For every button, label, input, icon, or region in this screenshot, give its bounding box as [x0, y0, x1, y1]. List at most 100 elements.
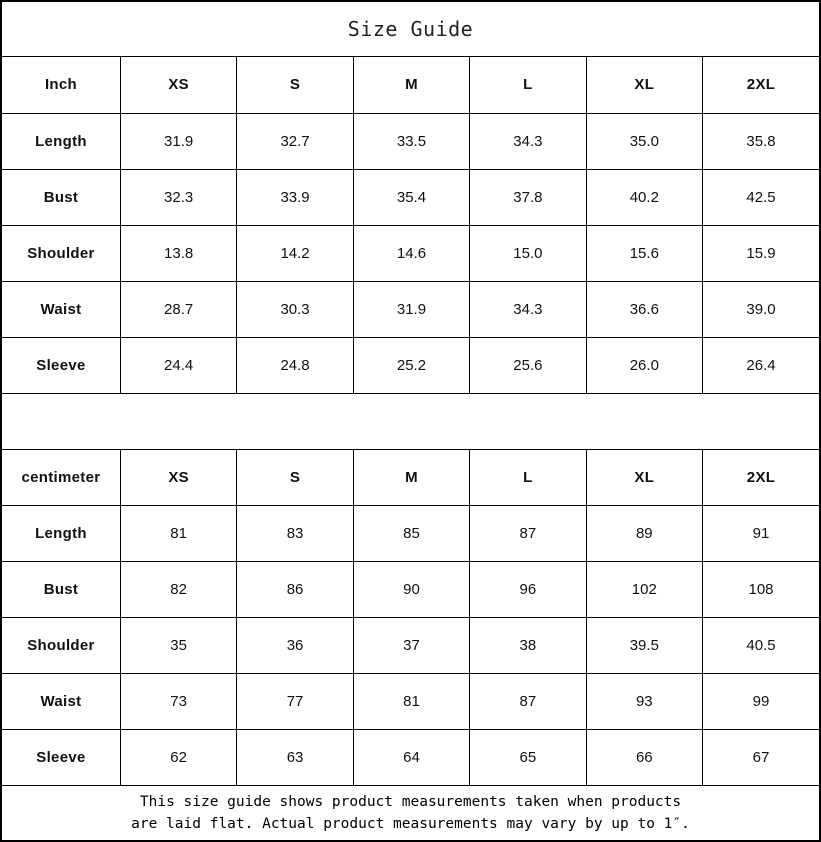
cm-sleeve-xs: 62 [120, 729, 238, 786]
cm-length-xs: 81 [120, 505, 238, 562]
size-guide-title-row: Size Guide [2, 2, 819, 57]
cm-row-label-length: Length [2, 505, 121, 562]
inch-length-xs: 31.9 [120, 113, 238, 170]
cm-length-2xl: 91 [702, 505, 819, 562]
cm-shoulder-l: 38 [469, 617, 587, 674]
inch-sleeve-xs: 24.4 [120, 337, 238, 394]
cm-sleeve-m: 64 [353, 729, 471, 786]
table-separator-row [2, 394, 819, 450]
cm-shoulder-m: 37 [353, 617, 471, 674]
cm-sleeve-xl: 66 [586, 729, 704, 786]
cm-bust-2xl: 108 [702, 561, 819, 618]
inch-row-label-sleeve: Sleeve [2, 337, 121, 394]
inch-length-2xl: 35.8 [702, 113, 819, 170]
cm-bust-xs: 82 [120, 561, 238, 618]
inch-table-header-row: Inch XS S M L XL 2XL [2, 57, 819, 114]
inch-bust-m: 35.4 [353, 169, 471, 226]
page-title: Size Guide [347, 17, 474, 41]
inch-shoulder-xs: 13.8 [120, 225, 238, 282]
inch-sleeve-s: 24.8 [236, 337, 354, 394]
table-row: Bust 32.3 33.9 35.4 37.8 40.2 42.5 [2, 169, 819, 226]
cm-shoulder-xl: 39.5 [586, 617, 704, 674]
inch-sleeve-xl: 26.0 [586, 337, 704, 394]
inch-length-s: 32.7 [236, 113, 354, 170]
table-row: Waist 73 77 81 87 93 99 [2, 673, 819, 730]
table-row: Shoulder 35 36 37 38 39.5 40.5 [2, 617, 819, 674]
cm-waist-l: 87 [469, 673, 587, 730]
inch-row-label-shoulder: Shoulder [2, 225, 121, 282]
cm-size-header-m: M [353, 449, 471, 506]
table-row: Waist 28.7 30.3 31.9 34.3 36.6 39.0 [2, 281, 819, 338]
centimeter-measurements-table: centimeter XS S M L XL 2XL Length 81 83 … [2, 449, 819, 786]
inch-bust-s: 33.9 [236, 169, 354, 226]
cm-length-xl: 89 [586, 505, 704, 562]
cm-waist-s: 77 [236, 673, 354, 730]
cm-size-header-l: L [469, 449, 587, 506]
table-row: Sleeve 62 63 64 65 66 67 [2, 729, 819, 786]
inch-shoulder-l: 15.0 [469, 225, 587, 282]
footer-note-line-2: are laid flat. Actual product measuremen… [131, 816, 690, 832]
inch-size-header-xs: XS [120, 57, 238, 114]
cm-length-m: 85 [353, 505, 471, 562]
cm-size-header-xl: XL [586, 449, 704, 506]
cm-row-label-waist: Waist [2, 673, 121, 730]
cm-row-label-shoulder: Shoulder [2, 617, 121, 674]
footer-note-line-1: This size guide shows product measuremen… [139, 794, 682, 810]
table-row: Length 31.9 32.7 33.5 34.3 35.0 35.8 [2, 113, 819, 170]
inch-size-header-2xl: 2XL [702, 57, 819, 114]
size-guide-footer-note: This size guide shows product measuremen… [2, 786, 819, 840]
cm-table-header-row: centimeter XS S M L XL 2XL [2, 449, 819, 506]
inch-shoulder-2xl: 15.9 [702, 225, 819, 282]
inch-size-header-s: S [236, 57, 354, 114]
inch-waist-m: 31.9 [353, 281, 471, 338]
inch-waist-s: 30.3 [236, 281, 354, 338]
inch-length-m: 33.5 [353, 113, 471, 170]
cm-waist-m: 81 [353, 673, 471, 730]
inch-row-label-bust: Bust [2, 169, 121, 226]
inch-shoulder-xl: 15.6 [586, 225, 704, 282]
cm-length-l: 87 [469, 505, 587, 562]
cm-shoulder-s: 36 [236, 617, 354, 674]
inch-row-label-waist: Waist [2, 281, 121, 338]
cm-unit-label: centimeter [2, 449, 121, 506]
cm-waist-2xl: 99 [702, 673, 819, 730]
inch-length-l: 34.3 [469, 113, 587, 170]
cm-bust-m: 90 [353, 561, 471, 618]
inch-bust-xl: 40.2 [586, 169, 704, 226]
table-row: Bust 82 86 90 96 102 108 [2, 561, 819, 618]
inch-sleeve-l: 25.6 [469, 337, 587, 394]
inch-row-label-length: Length [2, 113, 121, 170]
inch-waist-l: 34.3 [469, 281, 587, 338]
inch-shoulder-s: 14.2 [236, 225, 354, 282]
inch-size-header-m: M [353, 57, 471, 114]
inch-measurements-table: Inch XS S M L XL 2XL Length 31.9 32.7 33… [2, 57, 819, 394]
inch-sleeve-m: 25.2 [353, 337, 471, 394]
cm-waist-xl: 93 [586, 673, 704, 730]
inch-length-xl: 35.0 [586, 113, 704, 170]
table-row: Length 81 83 85 87 89 91 [2, 505, 819, 562]
cm-waist-xs: 73 [120, 673, 238, 730]
cm-sleeve-l: 65 [469, 729, 587, 786]
table-row: Shoulder 13.8 14.2 14.6 15.0 15.6 15.9 [2, 225, 819, 282]
cm-bust-l: 96 [469, 561, 587, 618]
inch-shoulder-m: 14.6 [353, 225, 471, 282]
cm-bust-xl: 102 [586, 561, 704, 618]
cm-row-label-bust: Bust [2, 561, 121, 618]
cm-bust-s: 86 [236, 561, 354, 618]
inch-sleeve-2xl: 26.4 [702, 337, 819, 394]
cm-sleeve-s: 63 [236, 729, 354, 786]
cm-length-s: 83 [236, 505, 354, 562]
inch-unit-label: Inch [2, 57, 121, 114]
table-row: Sleeve 24.4 24.8 25.2 25.6 26.0 26.4 [2, 337, 819, 394]
inch-waist-2xl: 39.0 [702, 281, 819, 338]
cm-sleeve-2xl: 67 [702, 729, 819, 786]
inch-bust-xs: 32.3 [120, 169, 238, 226]
cm-row-label-sleeve: Sleeve [2, 729, 121, 786]
inch-size-header-xl: XL [586, 57, 704, 114]
cm-shoulder-2xl: 40.5 [702, 617, 819, 674]
inch-size-header-l: L [469, 57, 587, 114]
cm-size-header-s: S [236, 449, 354, 506]
inch-bust-l: 37.8 [469, 169, 587, 226]
inch-waist-xs: 28.7 [120, 281, 238, 338]
